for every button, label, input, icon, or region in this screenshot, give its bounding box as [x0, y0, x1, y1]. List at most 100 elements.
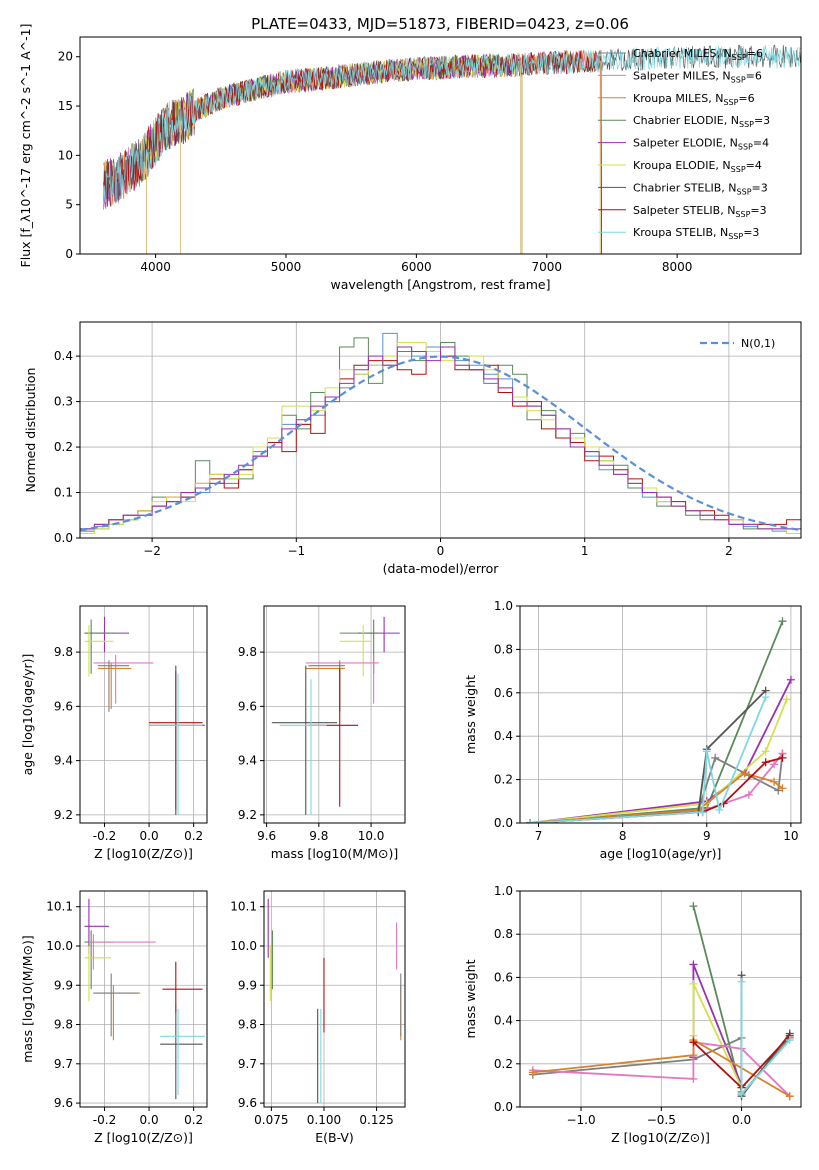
mass-weight-marker — [689, 1051, 698, 1060]
mass-weight-marker — [778, 753, 787, 762]
legend-entry: Chabrier STELIB, NSSP=3 — [633, 181, 768, 196]
error-point — [305, 654, 379, 704]
legend-entry: N(0,1) — [741, 337, 775, 350]
y-tick-label: 9.4 — [54, 754, 73, 768]
error-point — [84, 624, 114, 677]
x-tick-label: 5000 — [271, 260, 302, 274]
mass-weight-marker — [689, 979, 698, 988]
x-tick-label: 0.2 — [184, 829, 203, 843]
plot-area — [80, 332, 801, 538]
mass-weight-marker — [740, 769, 749, 778]
x-tick-label: 4000 — [140, 260, 171, 274]
mass-weight-marker — [737, 1090, 746, 1099]
legend-entry: Chabrier ELODIE, NSSP=3 — [633, 114, 770, 129]
x-tick-label: 2 — [725, 544, 733, 558]
axes-frame — [263, 605, 406, 824]
y-tick-label: 9.6 — [238, 1096, 257, 1110]
mass-weight-line — [740, 975, 791, 1099]
y-tick-label: 10.0 — [46, 939, 73, 953]
plot-area — [84, 898, 205, 1100]
y-tick-label: 0.4 — [54, 349, 73, 363]
error-point — [149, 673, 203, 815]
y-tick-label: 1.0 — [494, 884, 513, 898]
mass-weight-marker — [761, 747, 770, 756]
mass-weight-marker — [715, 805, 724, 814]
z-massweight-plot: −1.0 −0.5 0.0 0.0 0.2 0.4 0.6 0.8 1.0 Z [log10(Z/… — [463, 884, 802, 1145]
y-axis-label: mass weight — [463, 959, 478, 1038]
mass-weight-line — [530, 698, 788, 823]
z-age-plot: -0.2 0.0 0.2 9.2 9.4 9.6 9.8 Z [log10(Z/Z⊙)] age… — [20, 605, 208, 861]
error-point — [93, 654, 154, 704]
x-tick-label: 1 — [581, 544, 589, 558]
y-tick-label: 9.7 — [54, 1057, 73, 1071]
y-tick-label: 10.1 — [46, 900, 73, 914]
y-axis-label: mass weight — [463, 675, 478, 754]
mass-weight-marker — [744, 790, 753, 799]
x-axis-label: E(B-V) — [315, 1130, 354, 1145]
error-point — [160, 1004, 203, 1100]
x-tick-label: −1.0 — [566, 1113, 595, 1127]
gaussian-curve — [80, 355, 801, 532]
y-tick-label: 0.4 — [494, 729, 513, 743]
histogram-series — [80, 346, 801, 538]
x-tick-label: 6000 — [401, 260, 432, 274]
mass-weight-marker — [774, 786, 783, 795]
y-tick-label: 15 — [58, 99, 73, 113]
error-point — [305, 662, 345, 710]
y-tick-label: 1.0 — [494, 599, 513, 613]
error-point — [93, 973, 138, 1037]
y-tick-label: 9.6 — [54, 1096, 73, 1110]
error-point — [149, 665, 205, 815]
error-point — [358, 616, 400, 653]
y-axis-label: mass [log10(M/M⊙)] — [20, 935, 35, 1063]
x-axis-label: age [log10(age/yr)] — [600, 846, 722, 861]
y-tick-label: 0.0 — [54, 531, 73, 545]
x-tick-label: 10 — [783, 829, 798, 843]
mass-weight-marker — [689, 1038, 698, 1047]
y-tick-label: 9.8 — [54, 1018, 73, 1032]
plot-area — [526, 617, 795, 823]
x-tick-label: 8000 — [662, 260, 693, 274]
x-axis-label: (data-model)/error — [383, 561, 500, 576]
x-axis-label: Z [log10(Z/Z⊙)] — [94, 1130, 193, 1145]
x-tick-label: 0.125 — [359, 1113, 393, 1127]
spectrum-plot: 4000 5000 6000 7000 8000 0 5 10 15 20 wavelength [… — [18, 24, 802, 292]
mass-weight-line — [529, 679, 792, 823]
x-tick-label: 0.075 — [254, 1113, 288, 1127]
residual-histogram-plot: −2 −1 0 1 2 0.0 0.1 0.2 0.3 0.4 (data-model)/error… — [23, 321, 802, 576]
mass-weight-line — [692, 905, 743, 1093]
mass-weight-marker — [711, 753, 720, 762]
x-tick-label: 7000 — [531, 260, 562, 274]
y-tick-label: 0.2 — [54, 440, 73, 454]
x-tick-label: 0 — [437, 544, 445, 558]
mass-weight-line — [692, 964, 743, 1086]
x-axis-label: wavelength [Angstrom, rest frame] — [330, 277, 550, 292]
mass-weight-marker — [689, 902, 698, 911]
x-tick-label: -0.2 — [93, 1113, 116, 1127]
axes-frame — [79, 890, 208, 1108]
x-tick-label: −0.5 — [647, 1113, 676, 1127]
mass-weight-marker — [770, 760, 779, 769]
legend-entry: Kroupa STELIB, NSSP=3 — [633, 226, 759, 241]
y-tick-label: 0.8 — [494, 927, 513, 941]
y-tick-label: 0.2 — [494, 773, 513, 787]
axes-frame — [519, 890, 802, 1108]
mass-weight-marker — [761, 693, 770, 702]
mass-weight-marker — [761, 758, 770, 767]
error-point — [84, 619, 116, 674]
plot-area — [267, 898, 402, 1104]
y-axis-label: age [log10(age/yr)] — [20, 654, 35, 776]
y-tick-label: 9.8 — [238, 1018, 257, 1032]
mass-weight-marker — [689, 960, 698, 969]
x-axis-label: Z [log10(Z/Z⊙)] — [94, 846, 193, 861]
spectrum-line — [103, 50, 602, 254]
x-tick-label: 8 — [619, 829, 627, 843]
y-tick-label: 9.6 — [54, 699, 73, 713]
figure-title: PLATE=0433, MJD=51873, FIBERID=0423, z=0… — [251, 15, 629, 33]
y-tick-label: 10.0 — [230, 939, 257, 953]
x-tick-label: 9.8 — [309, 829, 328, 843]
error-point — [160, 1008, 205, 1096]
x-tick-label: 9.6 — [257, 829, 276, 843]
y-tick-label: 10 — [58, 148, 73, 162]
